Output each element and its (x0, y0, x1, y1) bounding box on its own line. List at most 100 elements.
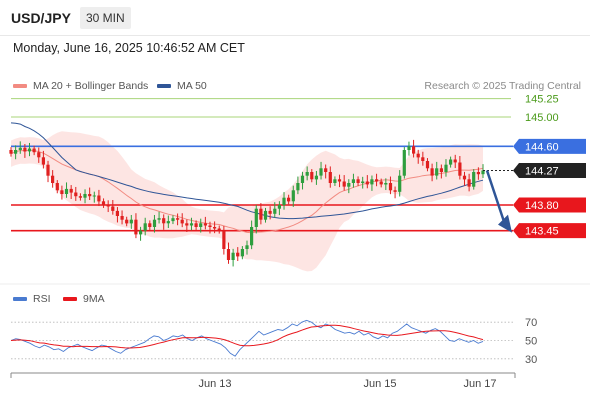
candle-body (222, 230, 226, 249)
candle-body (166, 221, 170, 224)
candle-body (407, 146, 411, 150)
candle-body (27, 148, 32, 152)
candle-body (282, 197, 286, 205)
rsi-line (10, 319, 484, 357)
legend-ma50: MA 50 (157, 80, 207, 92)
candle-body (314, 175, 318, 180)
candle-body (111, 206, 115, 211)
candle-body (430, 168, 434, 176)
candle-body (69, 188, 73, 193)
legend-bollinger-label: MA 20 + Bollinger Bands (33, 80, 149, 92)
level-143-45-label: 143.45 (525, 226, 559, 238)
candle-body (402, 150, 406, 176)
candle-body (60, 190, 64, 194)
candle-body (51, 175, 55, 183)
candle-body (472, 172, 476, 187)
candle-body (171, 218, 175, 222)
candle-body (458, 162, 462, 176)
candle-body (333, 179, 337, 183)
candle-body (106, 205, 110, 207)
candle-body (14, 150, 18, 154)
candle-body (398, 175, 402, 192)
timeframe-selector[interactable]: 30 MIN (80, 7, 131, 29)
candle-body (162, 218, 166, 224)
candle-body (342, 181, 346, 187)
legend-bollinger: MA 20 + Bollinger Bands (13, 80, 148, 92)
candle-body (393, 190, 397, 192)
candle-body (152, 219, 157, 227)
candle-body (199, 223, 203, 227)
candle-body (115, 210, 119, 216)
rsi-tick-label: 50 (525, 336, 537, 348)
candle-body (356, 179, 360, 183)
candle-body (300, 175, 305, 183)
candle-body (370, 179, 374, 185)
candle-body (78, 196, 82, 198)
bollinger-swatch-icon (13, 84, 27, 89)
copyright-label: Research © 2025 Trading Central (424, 80, 581, 92)
candle-body (101, 201, 106, 205)
level-145-00-label: 145.00 (525, 112, 559, 124)
legend-rsi: RSI (13, 293, 51, 305)
candle-body (273, 208, 277, 214)
candle-body (189, 223, 194, 226)
candle-body (310, 172, 314, 180)
candle-body (328, 172, 332, 183)
candle-body (157, 218, 161, 220)
candle-body (287, 197, 291, 202)
candle-body (176, 218, 180, 220)
candle-body (88, 194, 92, 197)
candle-body (64, 188, 69, 194)
legend-9ma: 9MA (63, 293, 105, 305)
candle-body (208, 225, 212, 227)
symbol-label: USD/JPY (11, 10, 71, 26)
rsi-tick-label: 70 (525, 317, 537, 329)
candle-body (143, 223, 147, 231)
ma9-swatch-icon (63, 297, 77, 302)
time-axis-label: Jun 15 (363, 378, 396, 390)
legend-ma50-label: MA 50 (177, 80, 207, 92)
candle-body (23, 147, 27, 152)
candle-body (291, 190, 295, 202)
level-143-45-tag (513, 223, 586, 239)
candle-body (439, 168, 443, 172)
level-143-80-label: 143.80 (525, 200, 559, 212)
candle-body (351, 179, 355, 183)
candle-body (277, 205, 281, 209)
candle-body (92, 195, 96, 197)
candle-body (139, 230, 143, 235)
candle-body (231, 252, 235, 260)
candle-body (305, 172, 309, 176)
candle-body (347, 183, 351, 187)
time-axis-label: Jun 17 (463, 378, 496, 390)
candle-body (185, 223, 189, 226)
candle-body (120, 216, 124, 220)
candle-body (55, 183, 59, 191)
level-143-80-tag (513, 197, 586, 213)
candle-body (412, 146, 416, 154)
legend-rsi-label: RSI (33, 293, 51, 305)
rsi-ma9-line (10, 324, 484, 349)
level-144-27-tag (513, 163, 586, 179)
rsi-tick-label: 30 (525, 354, 537, 366)
candle-body (125, 219, 129, 224)
candle-body (421, 157, 425, 161)
candle-body (337, 179, 342, 182)
candle-body (435, 168, 439, 176)
time-axis-label: Jun 13 (198, 378, 231, 390)
ma50-line (10, 122, 484, 220)
candle-body (416, 153, 420, 158)
candle-body (379, 181, 383, 185)
candle-body (148, 223, 152, 227)
rsi-swatch-icon (13, 297, 27, 302)
candle-body (226, 249, 231, 260)
candle-body (9, 150, 13, 154)
timestamp-label: Monday, June 16, 2025 10:46:52 AM CET (13, 41, 245, 55)
candle-body (324, 168, 328, 172)
candle-body (194, 223, 198, 227)
candle-body (245, 245, 249, 249)
candle-body (388, 183, 393, 191)
level-145-25-label: 145.25 (525, 94, 559, 106)
